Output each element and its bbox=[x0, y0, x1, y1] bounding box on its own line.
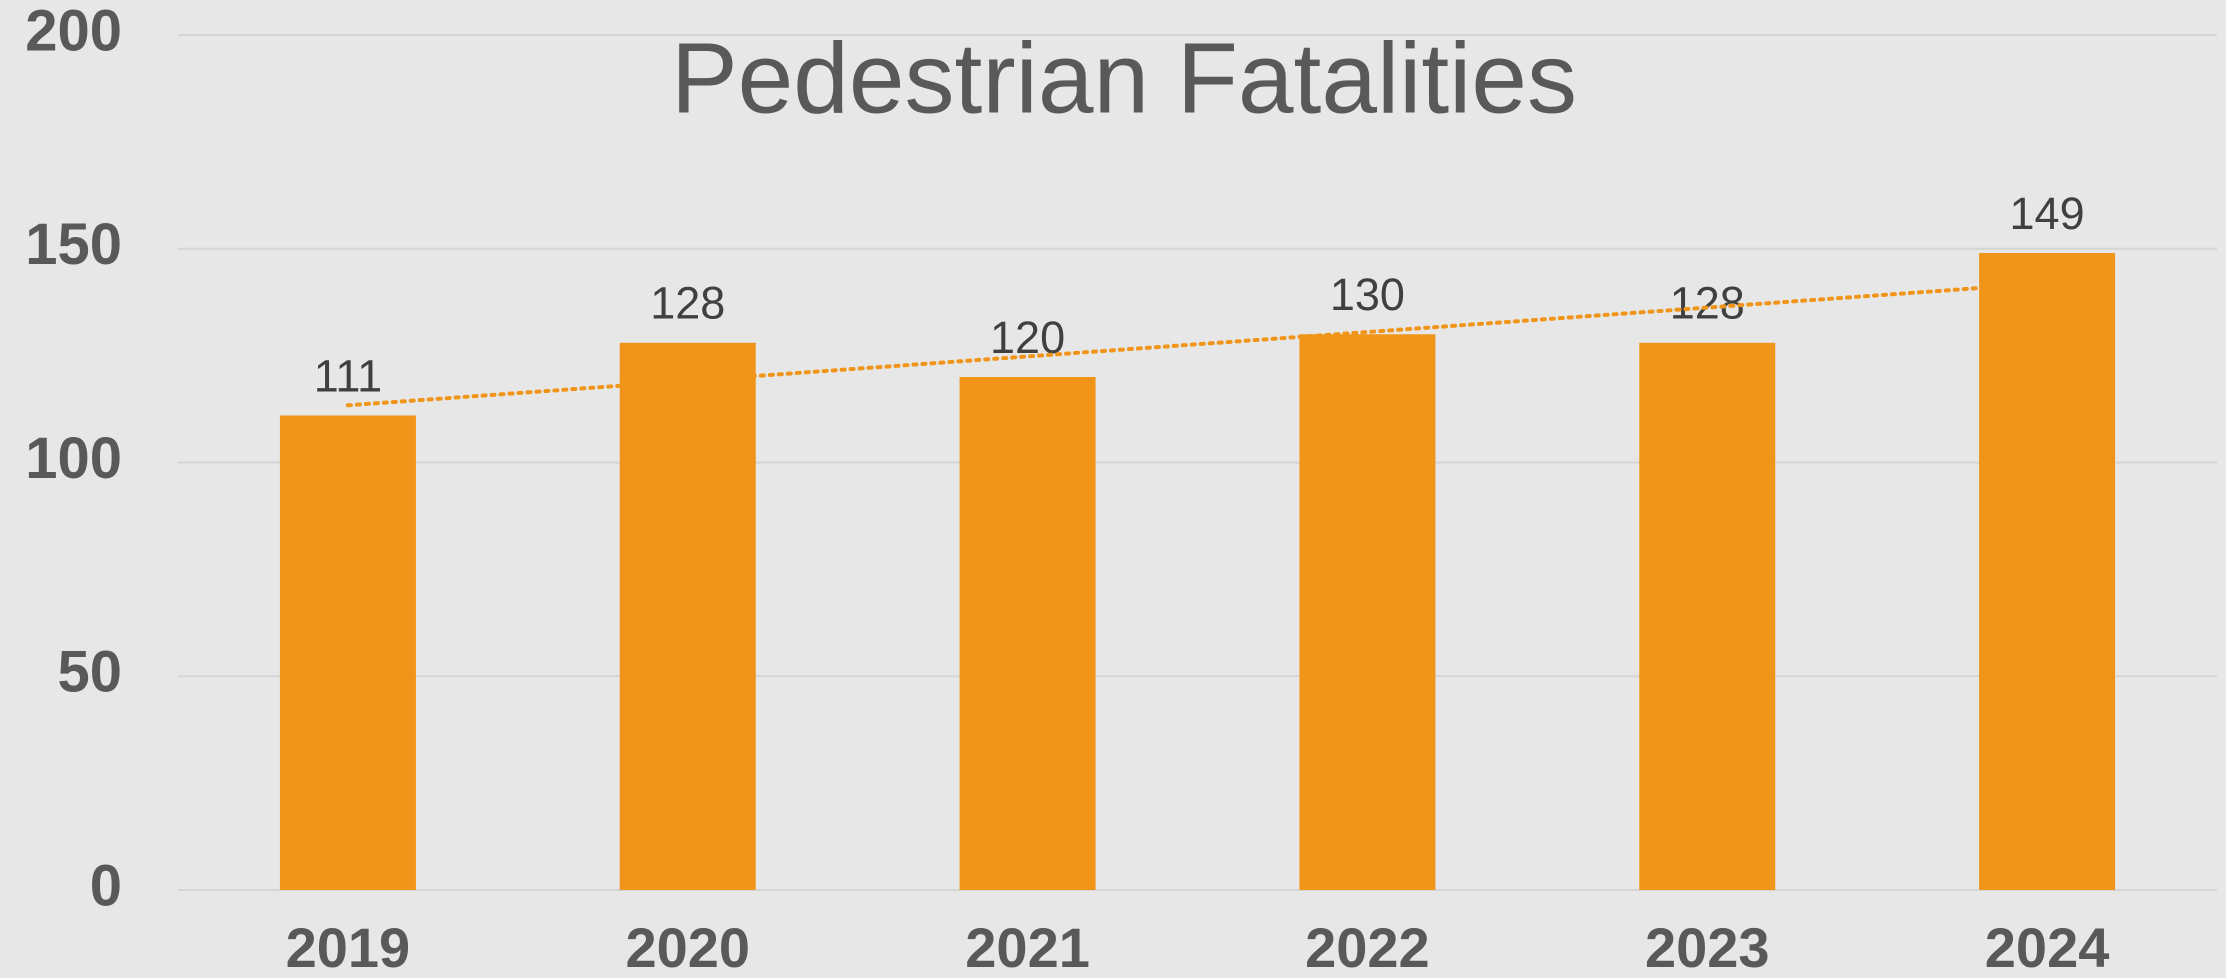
bar bbox=[279, 415, 416, 890]
value-label: 130 bbox=[1330, 269, 1405, 320]
bar bbox=[1979, 253, 2116, 890]
x-tick-label: 2024 bbox=[1985, 916, 2110, 978]
x-tick-label: 2022 bbox=[1305, 916, 1430, 978]
chart-title: Pedestrian Fatalities bbox=[671, 22, 1577, 134]
trendline bbox=[345, 281, 2050, 408]
value-label: 149 bbox=[2010, 188, 2085, 239]
bar bbox=[1299, 334, 1436, 890]
value-label: 128 bbox=[1670, 278, 1745, 329]
x-tick-label: 2023 bbox=[1645, 916, 1770, 978]
y-tick-label: 0 bbox=[90, 853, 122, 918]
y-tick-label: 200 bbox=[25, 0, 122, 63]
bar bbox=[619, 342, 756, 890]
x-tick-label: 2020 bbox=[625, 916, 750, 978]
value-label: 120 bbox=[990, 312, 1065, 363]
x-tick-label: 2021 bbox=[965, 916, 1090, 978]
bar bbox=[1639, 342, 1776, 890]
value-label: 111 bbox=[314, 350, 382, 401]
y-tick-label: 150 bbox=[25, 212, 122, 277]
bar bbox=[959, 377, 1096, 890]
y-tick-label: 50 bbox=[57, 640, 122, 705]
value-label: 128 bbox=[650, 278, 725, 329]
y-tick-label: 100 bbox=[25, 426, 122, 491]
x-tick-label: 2019 bbox=[286, 916, 411, 978]
